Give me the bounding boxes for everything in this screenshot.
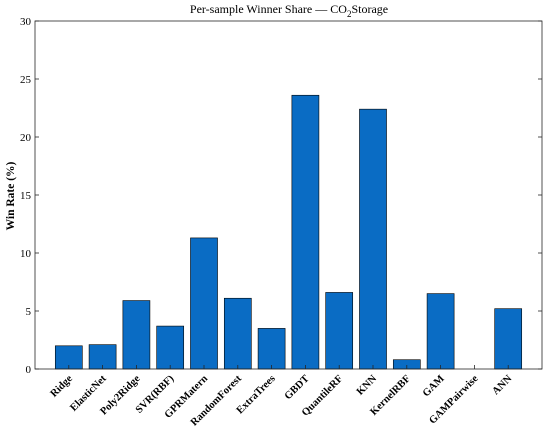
y-tick-label: 10 (20, 248, 32, 260)
category-labels-group: RidgeElasticNetPoly2RidgeSVR(RBF)GPRMate… (49, 373, 515, 428)
y-tick-label: 0 (26, 364, 32, 376)
y-tick-label: 20 (20, 132, 32, 144)
bar-poly2ridge (122, 300, 151, 370)
chart-title-main: Per-sample Winner Share — CO (190, 2, 347, 16)
bar-elasticnet (88, 344, 117, 370)
bar-gprmatern (190, 237, 218, 370)
chart-title: Per-sample Winner Share — CO2Storage (190, 2, 388, 19)
y-axis-label: Win Rate (%) (5, 161, 17, 230)
bar-ann (494, 308, 523, 370)
bar-gam (426, 293, 455, 370)
bar-quantilerf (325, 292, 354, 370)
y-tick-label: 30 (20, 16, 32, 28)
bars-group (54, 94, 523, 370)
bar-svr-rbf- (156, 325, 185, 370)
x-tick-label: GAM (421, 373, 447, 399)
bar-knn (359, 108, 387, 370)
axis-ticks-group: 0 5 10 15 20 25 30 (20, 16, 542, 376)
x-tick-label: KNN (355, 373, 380, 398)
y-tick-label: 25 (20, 74, 32, 86)
chart-title-subscript: 2 (347, 9, 352, 19)
bar-extratrees (257, 328, 286, 370)
y-tick-label: 5 (26, 306, 32, 318)
plot-frame (34, 20, 543, 370)
bar-randomforest (223, 297, 252, 370)
x-tick-label: Ridge (49, 373, 76, 400)
x-tick-label: ANN (490, 373, 514, 397)
x-tick-label: GBDT (283, 373, 312, 402)
y-tick-label: 15 (20, 190, 32, 202)
chart-title-tail: Storage (351, 2, 388, 16)
bar-gbdt (291, 94, 320, 370)
